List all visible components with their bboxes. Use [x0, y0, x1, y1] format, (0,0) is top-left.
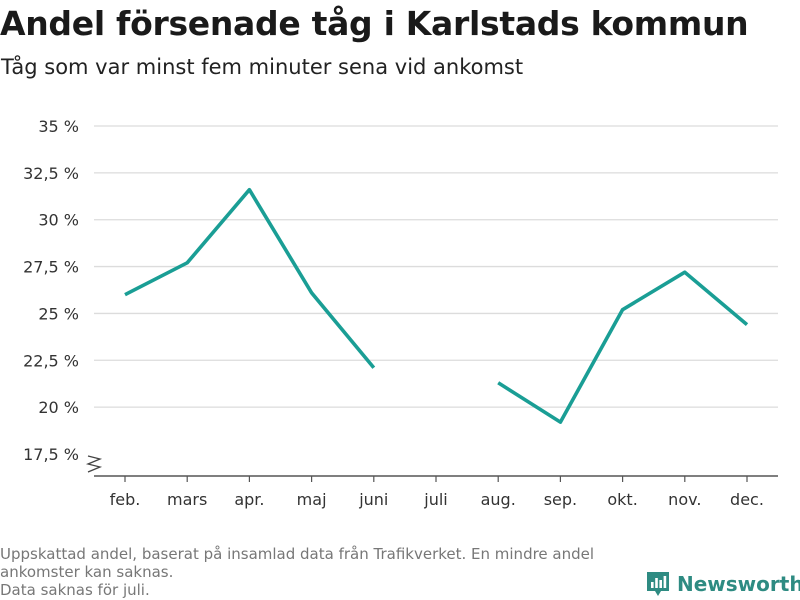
x-tick-label: juni — [358, 490, 388, 509]
y-tick-label: 22,5 % — [23, 351, 79, 370]
line-chart: 17,5 % 20 % 22,5 % 25 % 27,5 % 30 % 32,5 % 35 %… — [23, 117, 778, 509]
y-tick-label: 35 % — [38, 117, 79, 136]
x-tick-label: juli — [423, 490, 447, 509]
x-tick-label: sep. — [544, 490, 577, 509]
y-tick-label: 27,5 % — [23, 258, 79, 277]
x-tick-label: mars — [167, 490, 207, 509]
newsworthy-logo-icon — [647, 572, 669, 596]
footnote: Uppskattad andel, baserat på insamlad da… — [0, 545, 640, 599]
brand-name: Newsworthy — [677, 572, 800, 596]
series-line — [497, 270, 749, 424]
chart-title: Andel försenade tåg i Karlstads kommun — [0, 4, 749, 43]
x-tick-label: okt. — [607, 490, 637, 509]
y-tick-label: 20 % — [38, 398, 79, 417]
y-tick-label: 30 % — [38, 211, 79, 230]
x-tick-label: dec. — [730, 490, 764, 509]
footnote-source: Uppskattad andel, baserat på insamlad da… — [0, 545, 595, 581]
chart-subtitle: Tåg som var minst fem minuter sena vid a… — [1, 55, 524, 79]
x-tick-label: nov. — [668, 490, 701, 509]
footnote-missing-data: Data saknas för juli. — [0, 581, 150, 599]
axis-break-icon — [85, 455, 103, 473]
x-tick-label: maj — [297, 490, 327, 509]
series-line — [124, 187, 376, 369]
y-tick-label: 25 % — [38, 304, 79, 323]
x-tick-label: apr. — [234, 490, 264, 509]
y-tick-label: 17,5 % — [23, 445, 79, 464]
brand-logo: Newsworthy — [645, 570, 800, 598]
x-tick-label: feb. — [110, 490, 141, 509]
y-tick-label: 32,5 % — [23, 164, 79, 183]
x-tick-label: aug. — [481, 490, 516, 509]
